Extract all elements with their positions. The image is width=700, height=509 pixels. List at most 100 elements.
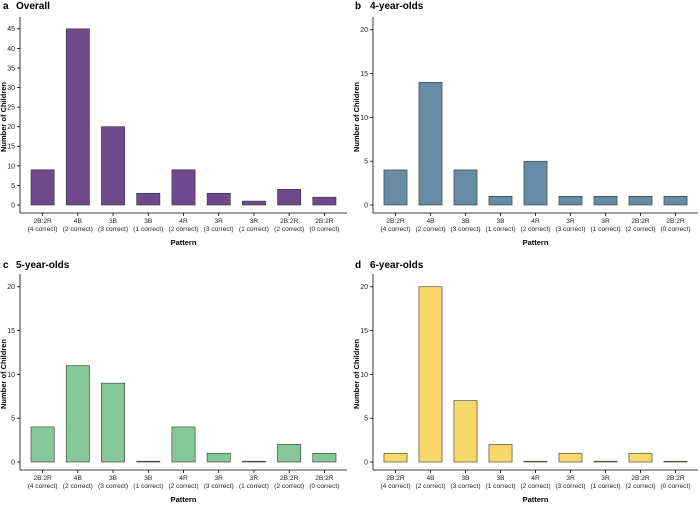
y-tick-label: 15 <box>7 144 15 151</box>
y-tick-label: 5 <box>364 159 368 166</box>
bar <box>593 460 618 463</box>
x-tick-label: 3B <box>109 475 118 482</box>
x-tick-sublabel: (2 correct) <box>63 483 93 490</box>
x-tick-label: 3R <box>215 475 224 482</box>
x-tick-label: 4B <box>74 475 83 482</box>
x-tick-sublabel: (3 correct) <box>450 483 480 490</box>
bar <box>312 196 337 206</box>
x-tick-sublabel: (2 correct) <box>274 483 304 490</box>
y-tick-label: 20 <box>7 284 15 291</box>
y-axis-title: Number of Children <box>352 339 361 409</box>
y-tick-label: 0 <box>364 202 368 209</box>
x-tick-sublabel: (3 correct) <box>204 226 234 233</box>
y-tick-label: 10 <box>360 372 368 379</box>
x-tick-sublabel: (1 correct) <box>133 483 163 490</box>
x-tick-sublabel: (3 correct) <box>204 483 234 490</box>
x-tick-label: 3R <box>215 218 224 225</box>
x-tick-label: 3R <box>250 218 259 225</box>
y-axis-title: Number of Children <box>0 82 8 152</box>
bar <box>628 452 653 463</box>
x-tick-sublabel: (3 correct) <box>98 226 128 233</box>
bar <box>277 444 302 463</box>
panel-letter: c <box>3 260 9 271</box>
x-tick-label: 4R <box>531 475 540 482</box>
x-tick-label: 3R <box>566 475 575 482</box>
x-tick-label: 3R <box>566 218 575 225</box>
panel-letter: d <box>355 260 361 271</box>
bar <box>312 452 337 463</box>
bar <box>418 82 443 206</box>
x-tick-sublabel: (4 correct) <box>28 483 58 490</box>
x-tick-sublabel: (2 correct) <box>520 483 550 490</box>
panel-letter: b <box>355 1 361 12</box>
y-tick-label: 10 <box>360 115 368 122</box>
bar <box>628 195 653 206</box>
x-tick-sublabel: (2 correct) <box>625 226 655 233</box>
y-tick-label: 10 <box>7 163 15 170</box>
x-tick-label: 2B:2R <box>386 475 405 482</box>
panel-title: 4-year-olds <box>370 1 424 12</box>
y-tick-label: 20 <box>360 284 368 291</box>
x-tick-label: 2B:2R <box>386 218 405 225</box>
x-tick-sublabel: (1 correct) <box>590 483 620 490</box>
y-tick-label: 0 <box>364 459 368 466</box>
x-tick-sublabel: (0 correct) <box>309 226 339 233</box>
x-axis-title: Pattern <box>171 238 197 247</box>
y-tick-label: 5 <box>11 416 15 423</box>
x-tick-label: 3R <box>601 475 610 482</box>
bar <box>136 192 161 206</box>
bar <box>136 460 161 463</box>
y-tick-label: 5 <box>364 416 368 423</box>
x-tick-sublabel: (1 correct) <box>239 483 269 490</box>
x-tick-sublabel: (2 correct) <box>63 226 93 233</box>
x-tick-sublabel: (4 correct) <box>380 483 410 490</box>
panel-letter: a <box>3 1 9 12</box>
x-tick-label: 3B <box>496 218 505 225</box>
bar <box>488 195 513 206</box>
bar <box>488 444 513 463</box>
x-tick-label: 2B:2R <box>280 218 299 225</box>
x-tick-sublabel: (0 correct) <box>660 483 690 490</box>
x-tick-label: 4B <box>426 218 435 225</box>
x-tick-label: 2B:2R <box>315 475 334 482</box>
y-tick-label: 0 <box>11 459 15 466</box>
x-tick-sublabel: (1 correct) <box>239 226 269 233</box>
bar <box>593 195 618 206</box>
x-tick-label: 3B <box>144 475 153 482</box>
x-tick-sublabel: (2 correct) <box>415 226 445 233</box>
bar <box>242 460 266 463</box>
y-tick-label: 40 <box>7 46 15 53</box>
x-tick-sublabel: (3 correct) <box>555 226 585 233</box>
x-tick-label: 4R <box>179 475 188 482</box>
panel-title: Overall <box>16 1 50 12</box>
x-tick-label: 2B:2R <box>631 475 650 482</box>
x-tick-label: 4R <box>531 218 540 225</box>
x-axis-title: Pattern <box>171 495 197 504</box>
x-tick-sublabel: (4 correct) <box>28 226 58 233</box>
x-tick-sublabel: (3 correct) <box>98 483 128 490</box>
x-tick-sublabel: (2 correct) <box>520 226 550 233</box>
y-axis-title: Number of Children <box>352 82 361 152</box>
y-tick-label: 15 <box>360 71 368 78</box>
bar <box>523 160 548 206</box>
x-tick-label: 2B:2R <box>631 218 650 225</box>
x-tick-label: 4B <box>426 475 435 482</box>
x-tick-sublabel: (1 correct) <box>590 226 620 233</box>
x-tick-sublabel: (0 correct) <box>660 226 690 233</box>
x-tick-sublabel: (3 correct) <box>555 483 585 490</box>
bar <box>453 169 478 206</box>
x-tick-label: 2B:2R <box>33 218 52 225</box>
bar <box>65 365 90 463</box>
y-tick-label: 15 <box>7 328 15 335</box>
y-tick-label: 25 <box>7 105 15 112</box>
bar <box>383 169 408 206</box>
x-tick-label: 3B <box>144 218 153 225</box>
x-tick-sublabel: (2 correct) <box>274 226 304 233</box>
x-tick-label: 2B:2R <box>666 475 685 482</box>
x-tick-sublabel: (2 correct) <box>625 483 655 490</box>
x-tick-sublabel: (3 correct) <box>450 226 480 233</box>
